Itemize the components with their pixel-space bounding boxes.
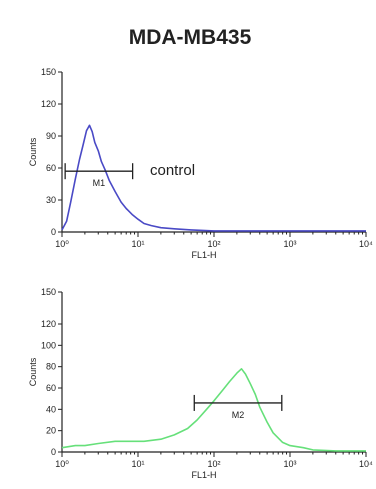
x-tick-label: 10² — [207, 459, 220, 469]
histogram-line — [61, 367, 366, 452]
panel-sample: 0 20 40 60 80 100 120 150 10⁰ 10¹ 10² 10³ 10⁴ FL1-H Co… — [28, 287, 373, 480]
gate-label: M2 — [232, 410, 245, 420]
y-tick-label: 80 — [46, 362, 56, 372]
x-tick-label: 10¹ — [131, 239, 144, 249]
panel-control: 0 30 60 90 120 150 10⁰ 10¹ 10² 10³ 10⁴ FL1-H Counts M… — [28, 67, 373, 260]
y-tick-label: 120 — [41, 319, 56, 329]
x-axis-label: FL1-H — [191, 250, 216, 260]
histogram-line — [61, 124, 366, 232]
x-tick-label: 10¹ — [131, 459, 144, 469]
figure-title: MDA-MB435 — [129, 26, 252, 49]
x-tick-label: 10³ — [283, 459, 296, 469]
y-tick-label: 0 — [51, 227, 56, 237]
x-tick-label: 10³ — [283, 239, 296, 249]
y-tick-label: 20 — [46, 426, 56, 436]
y-tick-label: 40 — [46, 404, 56, 414]
y-tick-label: 60 — [46, 383, 56, 393]
y-tick-label: 0 — [51, 447, 56, 457]
axis-lines — [61, 292, 366, 453]
y-tick-label: 100 — [41, 340, 56, 350]
annotation-control: control — [150, 162, 195, 179]
y-tick-label: 150 — [41, 67, 56, 77]
y-axis-label: Counts — [28, 357, 38, 386]
x-tick-label: 10² — [207, 239, 220, 249]
x-tick-label: 10⁴ — [359, 459, 373, 469]
gate-label: M1 — [93, 178, 106, 188]
y-tick-label: 60 — [46, 163, 56, 173]
y-tick-label: 30 — [46, 195, 56, 205]
y-axis-label: Counts — [28, 137, 38, 166]
y-tick-label: 120 — [41, 99, 56, 109]
x-tick-label: 10⁰ — [55, 239, 69, 249]
y-tick-label: 90 — [46, 131, 56, 141]
x-axis-label: FL1-H — [191, 470, 216, 480]
axis-lines — [61, 72, 366, 233]
x-tick-label: 10⁴ — [359, 239, 373, 249]
y-tick-label: 150 — [41, 287, 56, 297]
x-tick-label: 10⁰ — [55, 459, 69, 469]
